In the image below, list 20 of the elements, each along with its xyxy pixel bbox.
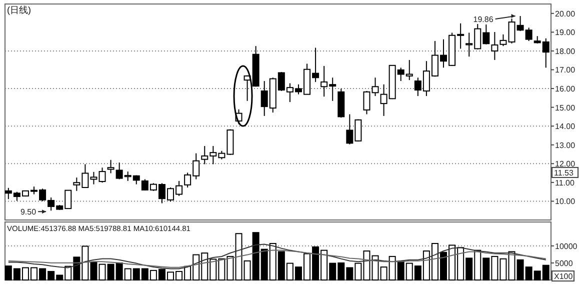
y-tick-label: 15.00: [555, 103, 576, 112]
y-tick-label: 13.00: [555, 140, 576, 150]
y-tick-label: 16.00: [555, 84, 576, 94]
y-tick-label: 17.00: [555, 66, 576, 75]
y-tick-label: 10000: [555, 242, 578, 251]
line-series: [8, 244, 546, 270]
y-tick-label: 10.00: [555, 197, 576, 206]
axis-value: 11.53: [552, 166, 578, 178]
chart-title: (日线): [7, 5, 31, 15]
unit: X100: [552, 270, 574, 282]
y-tick-label: 18.00: [555, 46, 576, 56]
y-tick-label: 20.00: [555, 9, 576, 18]
y-tick-label: 5000: [555, 258, 574, 268]
annotation: 9.50: [20, 208, 37, 217]
y-tick-label: 19.00: [555, 28, 576, 38]
y-tick-label: 11.00: [555, 178, 575, 188]
line-series: [8, 250, 546, 268]
annotation: 19.86: [473, 15, 494, 24]
y-tick-label: 14.00: [555, 122, 576, 132]
y-tick-label: 12.00: [555, 160, 576, 169]
